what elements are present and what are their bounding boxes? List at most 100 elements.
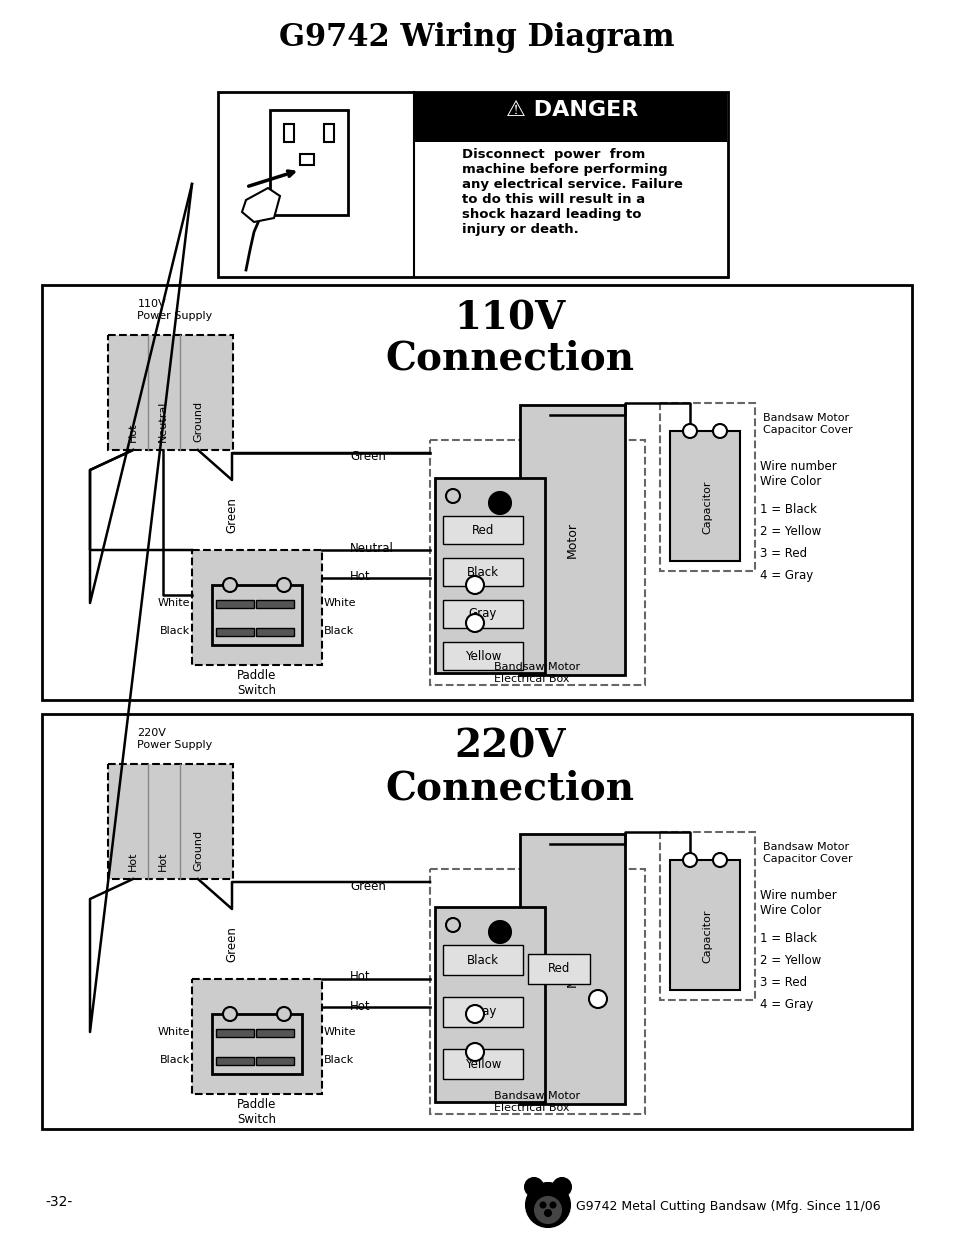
Bar	[415, 91, 726, 142]
Text: Bandsaw Motor
Electrical Box: Bandsaw Motor Electrical Box	[494, 1091, 579, 1113]
Text: 220V: 220V	[454, 727, 565, 766]
Text: Gray: Gray	[468, 608, 497, 620]
Circle shape	[489, 921, 511, 944]
Bar	[519, 834, 624, 1104]
Text: Black: Black	[159, 1055, 190, 1065]
Text: 110V
Power Supply: 110V Power Supply	[137, 299, 213, 321]
Text: Motor: Motor	[565, 522, 578, 558]
Bar	[527, 953, 589, 984]
Text: Gray: Gray	[468, 1005, 497, 1019]
Bar	[255, 600, 294, 608]
Circle shape	[535, 1197, 560, 1223]
Bar	[659, 403, 754, 571]
Circle shape	[276, 1007, 291, 1021]
Circle shape	[465, 1044, 483, 1061]
Circle shape	[223, 578, 236, 592]
Text: 110V: 110V	[454, 299, 565, 337]
Text: Green: Green	[350, 879, 385, 893]
Text: ⚠ DANGER: ⚠ DANGER	[505, 100, 638, 120]
Bar	[430, 440, 644, 685]
Text: Hot: Hot	[350, 971, 370, 983]
Bar	[324, 124, 334, 142]
Text: 2 = Yellow: 2 = Yellow	[760, 953, 821, 967]
Bar	[669, 860, 740, 990]
Circle shape	[489, 492, 511, 514]
Circle shape	[712, 424, 726, 438]
Bar	[430, 869, 644, 1114]
Text: Red: Red	[472, 524, 494, 536]
Bar	[108, 764, 233, 879]
Text: Red: Red	[547, 962, 570, 976]
Text: G9742 Metal Cutting Bandsaw (Mfg. Since 11/06: G9742 Metal Cutting Bandsaw (Mfg. Since …	[576, 1200, 880, 1213]
Text: Ground: Ground	[193, 401, 203, 442]
Text: Disconnect  power  from
machine before performing
any electrical service. Failur: Disconnect power from machine before per…	[461, 148, 681, 236]
Text: 3 = Red: 3 = Red	[760, 976, 806, 989]
Circle shape	[276, 578, 291, 592]
Bar	[42, 285, 911, 700]
Text: -32-: -32-	[45, 1195, 72, 1209]
Bar	[270, 110, 348, 215]
Bar	[442, 1049, 522, 1079]
Circle shape	[553, 1178, 571, 1195]
Text: Ground: Ground	[193, 830, 203, 871]
Text: Black: Black	[467, 566, 498, 578]
Circle shape	[525, 1183, 569, 1228]
Bar	[108, 335, 233, 450]
Text: Capacitor: Capacitor	[701, 909, 711, 963]
Text: Hot: Hot	[158, 851, 168, 871]
Text: Capacitor: Capacitor	[701, 480, 711, 534]
Bar	[42, 714, 911, 1129]
Bar	[212, 1014, 302, 1074]
Bar	[442, 945, 522, 974]
Bar	[299, 154, 314, 165]
Bar	[442, 642, 522, 671]
Bar	[435, 478, 544, 673]
Text: Paddle
Switch: Paddle Switch	[237, 669, 276, 697]
Bar	[284, 124, 294, 142]
Text: 4 = Gray: 4 = Gray	[760, 569, 812, 582]
Text: White: White	[324, 598, 356, 608]
Bar	[435, 906, 544, 1102]
Bar	[442, 558, 522, 585]
Text: Bandsaw Motor
Electrical Box: Bandsaw Motor Electrical Box	[494, 662, 579, 684]
Text: Yellow: Yellow	[464, 650, 500, 662]
Bar	[215, 629, 253, 636]
Bar	[442, 997, 522, 1028]
Text: Green: Green	[225, 926, 238, 962]
Bar	[192, 550, 322, 664]
Circle shape	[465, 576, 483, 594]
Bar	[255, 629, 294, 636]
Bar	[442, 516, 522, 543]
Text: Bandsaw Motor
Capacitor Cover: Bandsaw Motor Capacitor Cover	[762, 842, 852, 863]
Polygon shape	[242, 188, 280, 222]
Bar	[519, 405, 624, 676]
Text: Green: Green	[225, 496, 238, 534]
Circle shape	[682, 424, 697, 438]
Bar	[215, 600, 253, 608]
Text: Paddle
Switch: Paddle Switch	[237, 1098, 276, 1126]
Text: G9742 Wiring Diagram: G9742 Wiring Diagram	[279, 22, 674, 53]
Bar	[218, 91, 727, 277]
Text: Connection: Connection	[385, 340, 634, 378]
Bar	[212, 585, 302, 645]
Text: Neutral: Neutral	[158, 400, 168, 442]
Circle shape	[682, 853, 697, 867]
Circle shape	[524, 1178, 542, 1195]
Text: Green: Green	[350, 451, 385, 463]
Text: Yellow: Yellow	[464, 1057, 500, 1071]
Circle shape	[540, 1203, 545, 1208]
Text: Bandsaw Motor
Capacitor Cover: Bandsaw Motor Capacitor Cover	[762, 412, 852, 435]
Circle shape	[550, 1203, 555, 1208]
Bar	[192, 979, 322, 1094]
Text: Black: Black	[467, 953, 498, 967]
Bar	[255, 1057, 294, 1065]
Text: Black: Black	[324, 626, 354, 636]
Text: 3 = Red: 3 = Red	[760, 547, 806, 559]
Circle shape	[446, 489, 459, 503]
Bar	[442, 600, 522, 629]
Circle shape	[712, 853, 726, 867]
Bar	[255, 1029, 294, 1037]
Bar	[215, 1029, 253, 1037]
Text: White: White	[157, 598, 190, 608]
Circle shape	[588, 990, 606, 1008]
